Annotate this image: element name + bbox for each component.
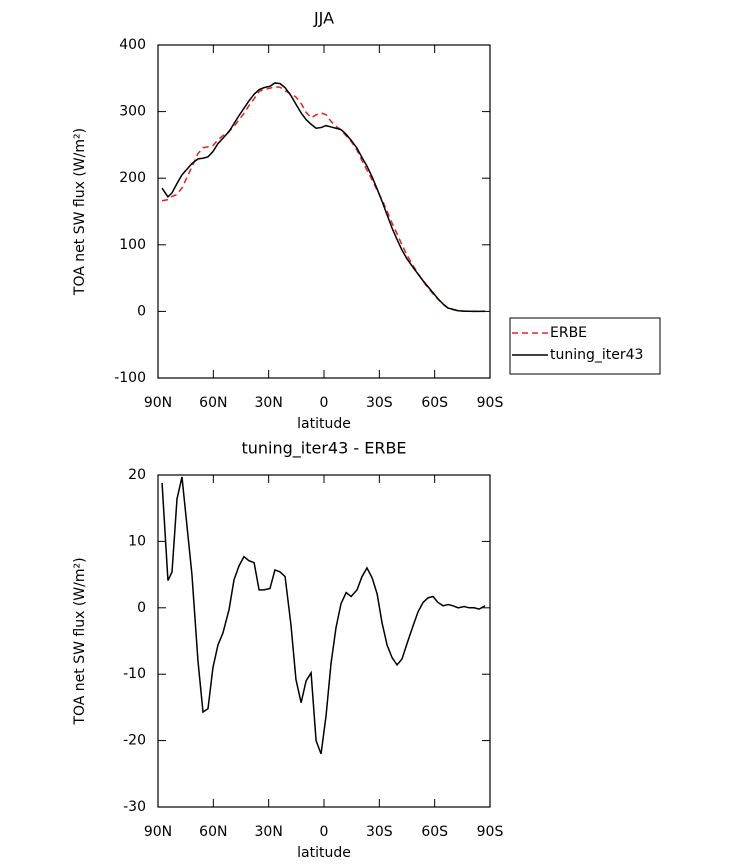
- data-line: [161, 82, 486, 313]
- x-tick-label: 30S: [366, 395, 393, 411]
- legend-label: ERBE: [550, 325, 587, 341]
- x-tick-label: 30N: [255, 824, 283, 840]
- x-tick-label: 90S: [477, 824, 504, 840]
- x-tick-label: 90N: [144, 824, 172, 840]
- x-tick-label: 0: [320, 395, 329, 411]
- x-tick-label: 60N: [199, 395, 227, 411]
- y-tick-label: 300: [119, 104, 146, 120]
- y-tick-label: -10: [123, 666, 146, 682]
- y-tick-label: -30: [123, 799, 146, 815]
- y-tick-label: 0: [137, 600, 146, 616]
- x-tick-label: 30N: [255, 395, 283, 411]
- y-tick-label: 400: [119, 37, 146, 53]
- x-tick-label: 0: [320, 824, 329, 840]
- legend-label: tuning_iter43: [550, 347, 643, 363]
- plot-frame: [157, 474, 491, 808]
- x-tick-label: 30S: [366, 824, 393, 840]
- y-tick-label: 20: [128, 467, 146, 483]
- x-tick-label: 90N: [144, 395, 172, 411]
- x-tick-label: 60S: [421, 395, 448, 411]
- data-line: [161, 86, 486, 313]
- x-tick-label: 60S: [421, 824, 448, 840]
- y-tick-label: 200: [119, 170, 146, 186]
- y-tick-label: 0: [137, 303, 146, 319]
- y-tick-label: -20: [123, 733, 146, 749]
- data-line: [161, 476, 486, 755]
- y-tick-label: 100: [119, 237, 146, 253]
- x-tick-label: 90S: [477, 395, 504, 411]
- chart-title: tuning_iter43 - ERBE: [241, 439, 406, 459]
- x-axis-label: latitude: [297, 416, 351, 432]
- chart-title: JJA: [313, 9, 334, 28]
- y-axis-label: TOA net SW flux (W/m²): [72, 557, 88, 725]
- y-tick-label: -100: [114, 370, 146, 386]
- y-axis-label: TOA net SW flux (W/m²): [72, 128, 88, 296]
- x-axis-label: latitude: [297, 845, 351, 861]
- x-tick-label: 60N: [199, 824, 227, 840]
- plot-frame: [157, 44, 491, 379]
- legend-box: [509, 317, 661, 375]
- y-tick-label: 10: [128, 533, 146, 549]
